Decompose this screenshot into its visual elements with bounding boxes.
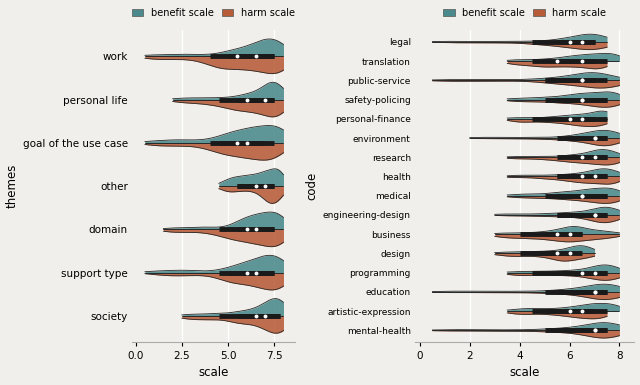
Y-axis label: code: code [306, 172, 319, 200]
Legend: benefit scale, harm scale: benefit scale, harm scale [127, 4, 299, 22]
Legend: benefit scale, harm scale: benefit scale, harm scale [439, 4, 611, 22]
X-axis label: scale: scale [509, 367, 540, 380]
X-axis label: scale: scale [198, 367, 228, 380]
Y-axis label: themes: themes [6, 164, 19, 208]
